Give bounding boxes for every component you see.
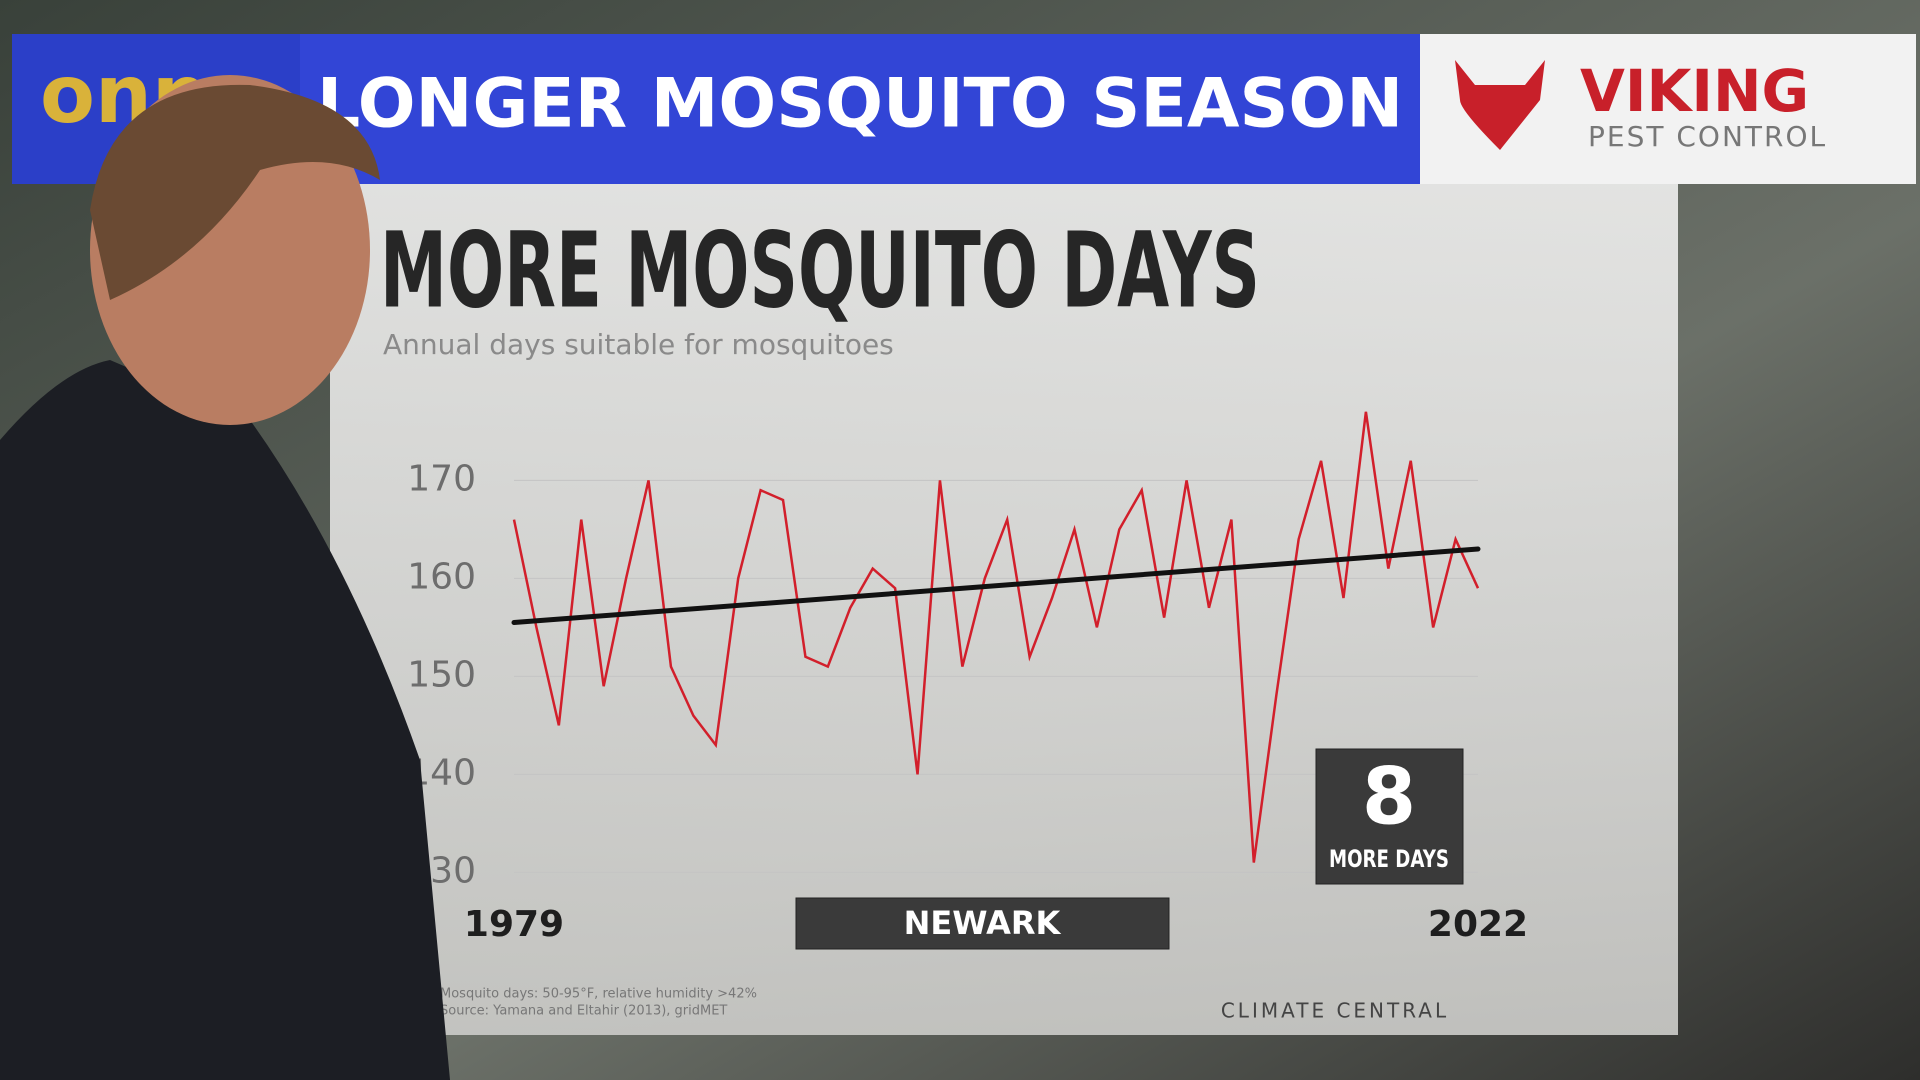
x-tick-label: 2022 [1428,904,1528,945]
annotation-box [1315,748,1464,885]
x-tick-label: 1979 [464,904,564,945]
location: NEWARK [904,904,1062,942]
sponsor-sub: PEST CONTROL [1588,120,1827,153]
data-line [512,411,1480,863]
chart-title: MORE MOSQUITO DAYS [380,209,1260,331]
annotation-label: MORE DAYS [1329,845,1449,873]
y-tick-label: 170 [407,458,476,499]
sponsor-name: VIKING [1580,57,1809,125]
sponsor-icon [1455,60,1545,150]
trend-line [511,546,1481,625]
y-tick-label: 160 [407,556,476,597]
location-box [795,897,1170,950]
annotation-value: 8 [1362,752,1416,842]
source: CLIMATE CENTRAL [1221,999,1449,1023]
y-tick-label: 150 [407,654,476,695]
banner-bar [300,34,1420,184]
footnote: Source: Yamana and Eltahir (2013), gridM… [440,1004,727,1019]
presenter-body [0,360,450,1080]
chart-panel [330,184,1678,1035]
banner-title: LONGER MOSQUITO SEASON [317,65,1403,144]
chart-subtitle: Annual days suitable for mosquitoes [383,328,894,361]
presenter-hair [90,84,380,300]
footnote: Mosquito days: 50-95°F, relative humidit… [440,987,757,1002]
